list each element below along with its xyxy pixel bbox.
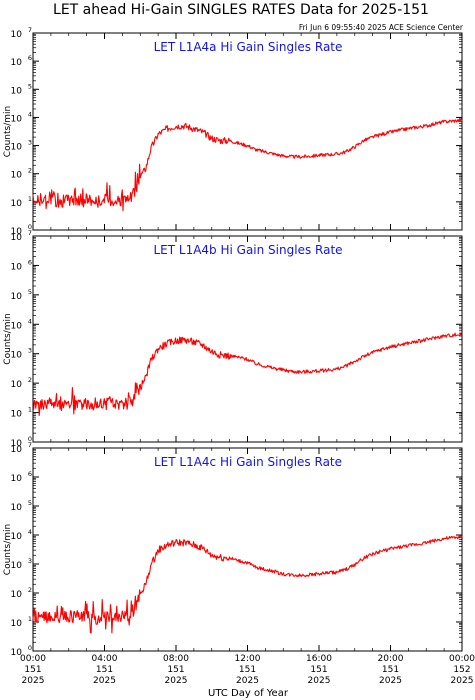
y-tick-exponent: 5 — [28, 288, 32, 296]
x-tick-label-doy: 151 — [24, 665, 41, 675]
y-tick-exponent: 0 — [28, 435, 32, 443]
y-tick-ten: 10 — [11, 227, 23, 237]
y-tick-ten: 10 — [11, 351, 23, 361]
y-tick-exponent: 4 — [28, 528, 32, 536]
x-axis-label: UTC Day of Year — [208, 688, 289, 699]
series-line — [32, 118, 463, 212]
x-tick-label-year: 2025 — [308, 676, 331, 686]
x-tick-label-year: 2025 — [236, 676, 259, 686]
y-tick-ten: 10 — [11, 561, 23, 571]
y-tick-exponent: 7 — [28, 441, 32, 449]
panel-title: LET L1A4a Hi Gain Singles Rate — [154, 40, 343, 54]
x-tick-label-doy: 151 — [382, 665, 399, 675]
y-tick-exponent: 6 — [28, 258, 32, 266]
y-tick-exponent: 5 — [28, 82, 32, 90]
x-tick-label-time: 20:00 — [378, 654, 404, 664]
y-tick-exponent: 0 — [28, 223, 32, 231]
y-tick-ten: 10 — [11, 143, 23, 153]
y-tick-exponent: 3 — [28, 139, 32, 147]
y-tick-exponent: 2 — [28, 167, 32, 175]
y-tick-exponent: 6 — [28, 54, 32, 62]
y-axis-label: Counts/min — [3, 313, 13, 364]
x-tick-label-year: 2025 — [451, 676, 474, 686]
y-tick-exponent: 7 — [28, 26, 32, 34]
y-tick-ten: 10 — [11, 171, 23, 181]
y-tick-ten: 10 — [11, 233, 23, 243]
y-tick-ten: 10 — [11, 114, 23, 124]
series-line — [32, 535, 463, 634]
y-axis-label: Counts/min — [3, 524, 13, 575]
y-tick-exponent: 2 — [28, 376, 32, 384]
figure-title: LET ahead Hi-Gain SINGLES RATES Data for… — [53, 2, 429, 18]
x-tick-label-doy: 151 — [96, 665, 113, 675]
y-tick-exponent: 5 — [28, 499, 32, 507]
y-tick-exponent: 0 — [28, 644, 32, 652]
x-tick-label-time: 12:00 — [235, 654, 261, 664]
y-tick-exponent: 3 — [28, 557, 32, 565]
x-tick-label-year: 2025 — [165, 676, 188, 686]
x-tick-label-time: 00:00 — [20, 654, 46, 664]
x-tick-label-year: 2025 — [379, 676, 402, 686]
panel-title: LET L1A4c Hi Gain Singles Rate — [154, 455, 342, 469]
series-line — [32, 332, 463, 417]
y-axis-label: Counts/min — [3, 106, 13, 157]
y-tick-ten: 10 — [11, 380, 23, 390]
y-tick-ten: 10 — [11, 321, 23, 331]
y-tick-exponent: 1 — [28, 195, 32, 203]
y-tick-ten: 10 — [11, 503, 23, 513]
x-tick-label-doy: 152 — [453, 665, 470, 675]
y-tick-exponent: 4 — [28, 317, 32, 325]
y-tick-ten: 10 — [11, 648, 23, 658]
y-tick-ten: 10 — [11, 410, 23, 420]
y-tick-ten: 10 — [11, 30, 23, 40]
y-tick-ten: 10 — [11, 262, 23, 272]
y-tick-ten: 10 — [11, 292, 23, 302]
x-tick-label-doy: 151 — [239, 665, 256, 675]
panel-frame — [32, 235, 463, 443]
y-tick-exponent: 4 — [28, 110, 32, 118]
x-tick-label-time: 00:00 — [449, 654, 475, 664]
y-tick-ten: 10 — [11, 58, 23, 68]
y-tick-exponent: 2 — [28, 586, 32, 594]
y-tick-ten: 10 — [11, 199, 23, 209]
y-tick-exponent: 1 — [28, 615, 32, 623]
x-tick-label-doy: 151 — [310, 665, 327, 675]
panel-title: LET L1A4b Hi Gain Singles Rate — [153, 243, 342, 257]
x-tick-label-time: 04:00 — [92, 654, 118, 664]
y-tick-ten: 10 — [11, 445, 23, 455]
x-tick-label-time: 08:00 — [163, 654, 189, 664]
x-tick-label-doy: 151 — [167, 665, 184, 675]
timestamp: Fri Jun 6 09:55:40 2025 ACE Science Cent… — [299, 23, 464, 32]
y-tick-exponent: 3 — [28, 347, 32, 355]
y-tick-ten: 10 — [11, 590, 23, 600]
y-tick-exponent: 1 — [28, 406, 32, 414]
y-tick-ten: 10 — [11, 439, 23, 449]
y-tick-ten: 10 — [11, 532, 23, 542]
y-tick-ten: 10 — [11, 619, 23, 629]
x-tick-label-time: 16:00 — [306, 654, 332, 664]
y-tick-ten: 10 — [11, 474, 23, 484]
y-tick-exponent: 6 — [28, 470, 32, 478]
y-tick-exponent: 7 — [28, 229, 32, 237]
x-tick-label-year: 2025 — [22, 676, 45, 686]
x-tick-label-year: 2025 — [93, 676, 116, 686]
y-tick-ten: 10 — [11, 86, 23, 96]
